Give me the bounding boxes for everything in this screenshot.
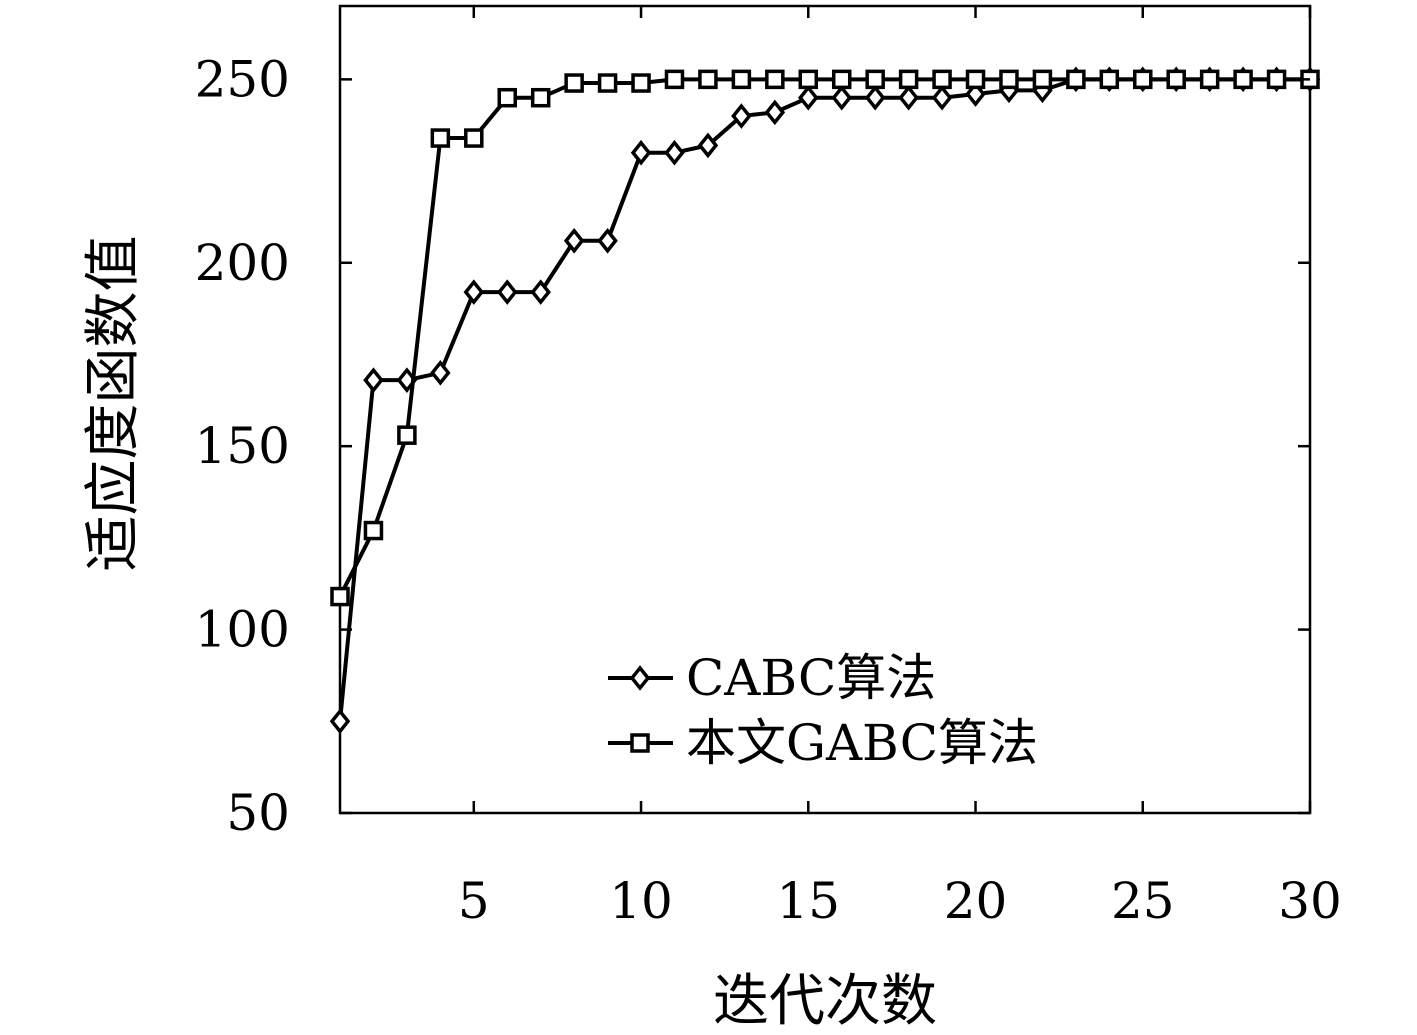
data-point-diamond — [831, 84, 852, 111]
x-tick-label: 20 — [944, 872, 1008, 930]
series-line — [338, 77, 1310, 722]
data-point-diamond — [430, 360, 451, 386]
data-point-square — [597, 73, 618, 93]
plot-area — [338, 4, 1312, 815]
data-point-square — [564, 73, 584, 93]
data-point-square — [664, 69, 685, 90]
legend-item: CABC算法 — [608, 649, 936, 707]
y-tick-label: 50 — [226, 784, 290, 842]
data-point-diamond — [630, 139, 652, 166]
data-point-square — [1099, 69, 1120, 90]
data-point-diamond — [597, 227, 618, 254]
data-point-square — [831, 69, 852, 90]
data-point-square — [631, 73, 651, 93]
x-tick-label: 25 — [1111, 872, 1175, 930]
data-point-square — [1066, 69, 1086, 90]
series-line — [338, 77, 1310, 598]
data-point-diamond — [664, 139, 685, 166]
data-point-square — [464, 128, 484, 148]
legend-label: CABC算法 — [686, 649, 936, 707]
data-point-square — [497, 87, 517, 108]
data-point-square — [898, 69, 919, 90]
series-gabc — [330, 69, 1320, 607]
x-tick-label: 30 — [1278, 872, 1342, 930]
x-tick-label: 5 — [458, 872, 490, 930]
y-tick-label: 200 — [195, 234, 290, 292]
series-cabc — [329, 66, 1321, 735]
data-point-square — [865, 69, 885, 90]
data-point-diamond — [496, 279, 518, 305]
data-point-square — [530, 87, 551, 108]
x-tick-label: 15 — [776, 872, 840, 930]
data-point-square — [330, 586, 350, 607]
x-tick-label: 10 — [609, 872, 673, 930]
data-point-diamond — [764, 99, 786, 126]
legend-marker-diamond — [629, 665, 651, 691]
y-tick-label: 250 — [195, 50, 290, 108]
data-point-diamond — [731, 103, 752, 129]
y-tick-label: 100 — [195, 601, 290, 659]
data-point-diamond — [463, 279, 485, 305]
data-point-square — [798, 69, 819, 90]
y-axis-title: 适应度函数值 — [81, 236, 146, 572]
data-point-square — [430, 128, 451, 148]
data-point-diamond — [898, 84, 919, 111]
data-point-diamond — [931, 84, 953, 111]
data-point-square — [1166, 69, 1186, 90]
data-point-square — [698, 69, 718, 90]
data-point-diamond — [864, 84, 886, 111]
data-point-square — [1133, 69, 1153, 90]
data-point-square — [765, 69, 785, 90]
x-axis: 5 10 15 20 25 30 — [458, 6, 1342, 930]
data-point-square — [932, 69, 952, 90]
data-point-square — [1032, 69, 1053, 90]
data-point-square — [731, 69, 752, 90]
legend-item: 本文GABC算法 — [608, 714, 1038, 772]
y-tick-label: 150 — [195, 417, 290, 475]
data-point-square — [965, 69, 986, 90]
data-point-diamond — [798, 84, 819, 111]
data-point-square — [999, 69, 1019, 90]
y-axis: 50 100 150 200 250 — [195, 50, 1310, 842]
x-axis-title: 迭代次数 — [713, 969, 937, 1034]
data-point-diamond — [530, 279, 551, 305]
data-point-square — [1233, 69, 1253, 90]
legend-marker-square — [630, 733, 650, 753]
legend-label: 本文GABC算法 — [686, 714, 1038, 772]
data-point-diamond — [563, 227, 585, 254]
data-point-square — [397, 425, 417, 445]
data-point-square — [1199, 69, 1220, 90]
data-point-square — [1266, 69, 1287, 90]
data-point-diamond — [697, 132, 719, 159]
series-layer — [329, 66, 1321, 735]
data-point-square — [363, 520, 384, 541]
plot-frame — [338, 4, 1312, 815]
data-point-diamond — [363, 367, 384, 393]
data-point-diamond — [329, 708, 351, 735]
